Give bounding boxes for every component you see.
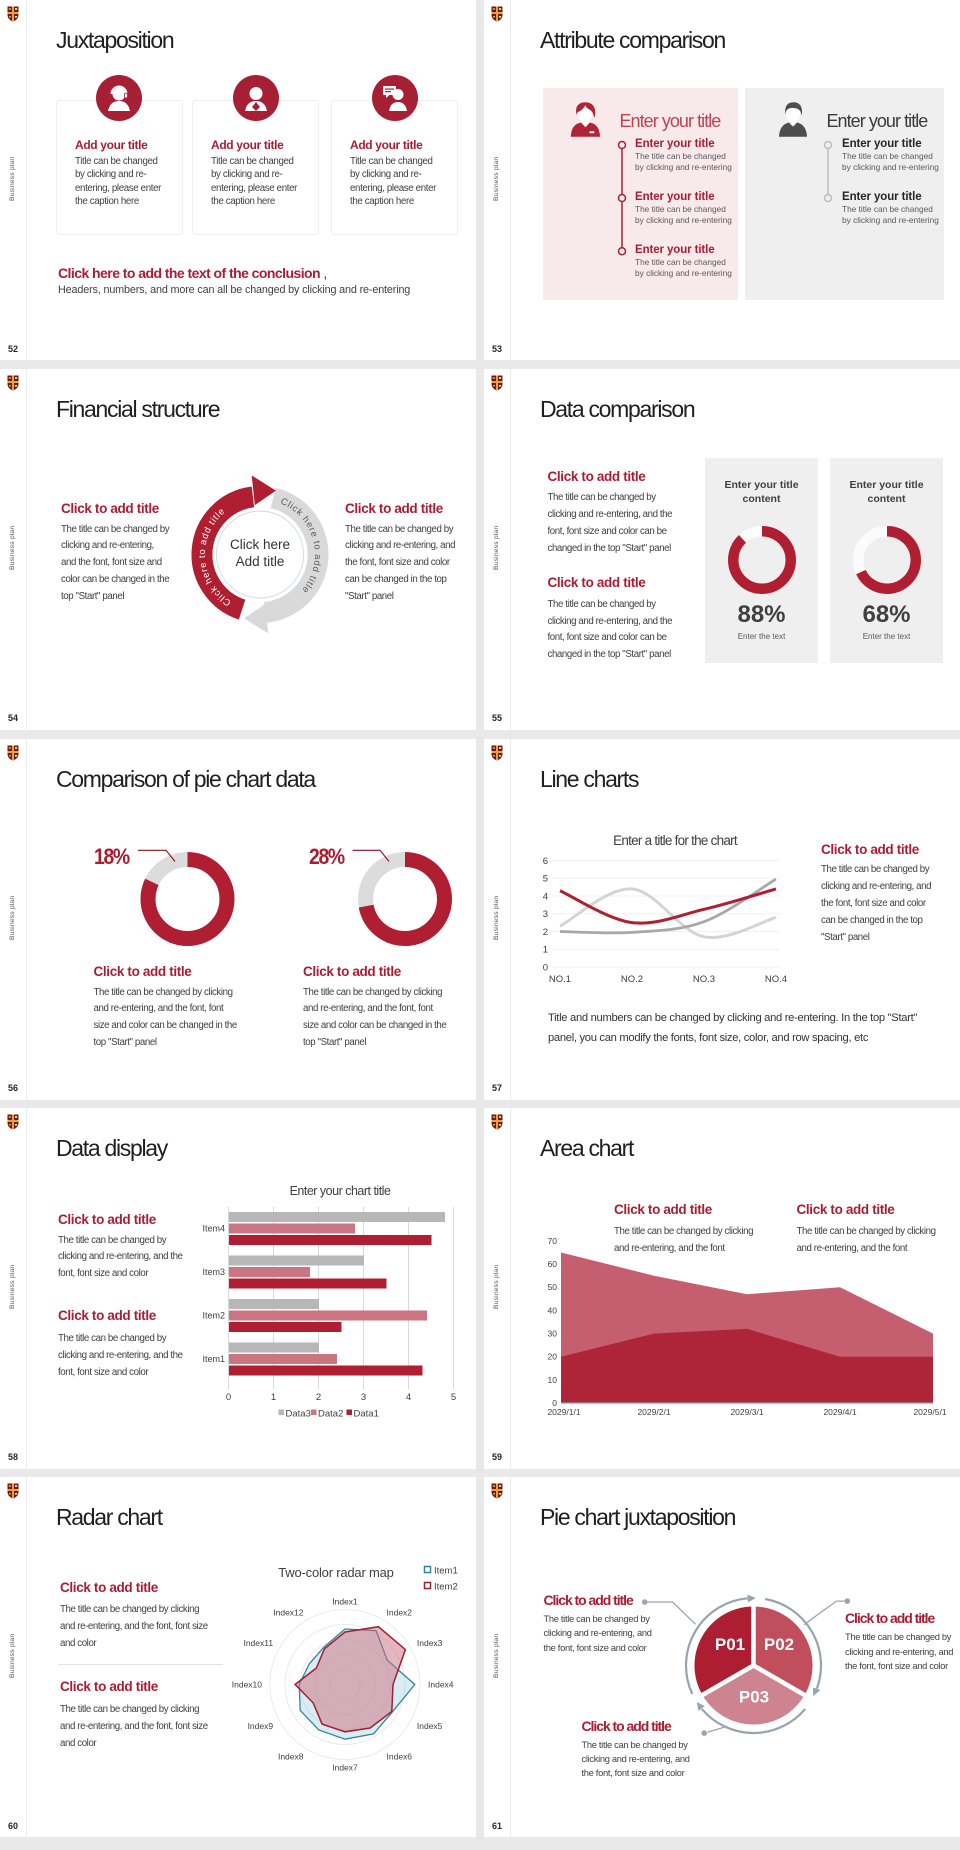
svg-text:Index7: Index7 bbox=[332, 1763, 358, 1773]
svg-text:40: 40 bbox=[548, 1305, 558, 1315]
svg-text:2: 2 bbox=[316, 1392, 321, 1403]
svg-text:4: 4 bbox=[406, 1392, 411, 1403]
svg-text:2029/1/1: 2029/1/1 bbox=[547, 1407, 580, 1417]
svg-text:NO.3: NO.3 bbox=[693, 974, 715, 985]
svg-text:3: 3 bbox=[543, 909, 548, 920]
svg-text:Data1: Data1 bbox=[354, 1408, 379, 1419]
svg-text:2029/4/1: 2029/4/1 bbox=[823, 1407, 856, 1417]
svg-text:Item1: Item1 bbox=[434, 1566, 458, 1577]
svg-text:1: 1 bbox=[271, 1392, 276, 1403]
svg-text:2029/3/1: 2029/3/1 bbox=[730, 1407, 763, 1417]
svg-text:Item1: Item1 bbox=[202, 1354, 225, 1364]
svg-text:3: 3 bbox=[361, 1392, 366, 1403]
svg-text:70: 70 bbox=[548, 1236, 558, 1246]
svg-text:P01: P01 bbox=[715, 1635, 745, 1654]
svg-text:6: 6 bbox=[543, 856, 548, 867]
svg-text:0: 0 bbox=[552, 1398, 557, 1408]
svg-text:Index3: Index3 bbox=[417, 1638, 443, 1648]
svg-text:20: 20 bbox=[548, 1352, 558, 1362]
svg-text:NO.2: NO.2 bbox=[621, 974, 643, 985]
svg-text:Item2: Item2 bbox=[202, 1311, 225, 1321]
svg-text:Data2: Data2 bbox=[318, 1408, 343, 1419]
svg-text:30: 30 bbox=[548, 1329, 558, 1339]
svg-text:P02: P02 bbox=[764, 1635, 794, 1654]
svg-text:60: 60 bbox=[548, 1259, 558, 1269]
svg-text:2029/2/1: 2029/2/1 bbox=[637, 1407, 670, 1417]
svg-text:Index5: Index5 bbox=[417, 1721, 443, 1731]
svg-text:2: 2 bbox=[543, 927, 548, 938]
svg-text:Index6: Index6 bbox=[387, 1751, 413, 1761]
svg-text:1: 1 bbox=[543, 945, 548, 956]
svg-text:50: 50 bbox=[548, 1282, 558, 1292]
svg-text:Data3: Data3 bbox=[286, 1408, 311, 1419]
svg-text:NO.1: NO.1 bbox=[549, 974, 571, 985]
svg-text:Index12: Index12 bbox=[273, 1608, 304, 1618]
svg-text:10: 10 bbox=[548, 1375, 558, 1385]
svg-text:Index11: Index11 bbox=[243, 1638, 273, 1648]
svg-text:Index4: Index4 bbox=[428, 1680, 454, 1690]
svg-text:5: 5 bbox=[451, 1392, 456, 1403]
svg-text:0: 0 bbox=[226, 1392, 231, 1403]
svg-text:Index8: Index8 bbox=[278, 1751, 304, 1761]
svg-text:Item2: Item2 bbox=[434, 1582, 458, 1593]
svg-text:Index2: Index2 bbox=[387, 1608, 413, 1618]
svg-text:5: 5 bbox=[543, 874, 548, 885]
svg-text:Item3: Item3 bbox=[202, 1267, 225, 1277]
svg-text:2029/5/1: 2029/5/1 bbox=[913, 1407, 946, 1417]
svg-text:Index1: Index1 bbox=[332, 1597, 358, 1607]
svg-text:Item4: Item4 bbox=[202, 1224, 225, 1234]
svg-text:P03: P03 bbox=[739, 1687, 769, 1706]
svg-text:NO.4: NO.4 bbox=[765, 974, 787, 985]
svg-text:Index9: Index9 bbox=[248, 1721, 274, 1731]
svg-text:0: 0 bbox=[543, 962, 548, 973]
svg-text:Index10: Index10 bbox=[232, 1680, 263, 1690]
svg-text:4: 4 bbox=[543, 891, 548, 902]
